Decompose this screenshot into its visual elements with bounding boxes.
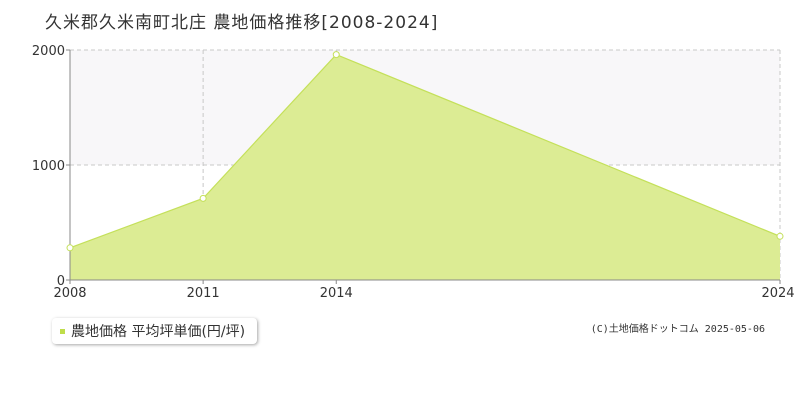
x-tick-label: 2014: [320, 286, 353, 301]
data-point: [332, 51, 340, 59]
y-tick-label: 2000: [32, 44, 65, 59]
y-tick-label: 1000: [32, 159, 65, 174]
legend-swatch-icon: [60, 328, 65, 334]
data-point: [776, 232, 784, 240]
x-tick-label: 2008: [53, 286, 86, 301]
data-point: [66, 244, 74, 252]
data-points: [66, 51, 784, 252]
x-tick-label: 2011: [187, 286, 220, 301]
copyright-credit: (C)土地価格ドットコム 2025-05-06: [590, 324, 765, 335]
legend: 農地価格 平均坪単価(円/坪): [52, 318, 258, 344]
series-line: [69, 53, 781, 249]
y-tick-labels: 0 1000 2000: [32, 44, 70, 289]
legend-label: 農地価格 平均坪単価(円/坪): [71, 324, 246, 340]
y-tick-label: 0: [57, 274, 65, 289]
chart-title: 久米郡久米南町北庄 農地価格推移[2008-2024]: [45, 13, 439, 33]
x-tick-labels: 2008 2011 2014 2024: [53, 280, 795, 301]
series-area: [70, 54, 780, 280]
x-tick-label: 2024: [761, 286, 794, 301]
data-point: [199, 194, 207, 202]
